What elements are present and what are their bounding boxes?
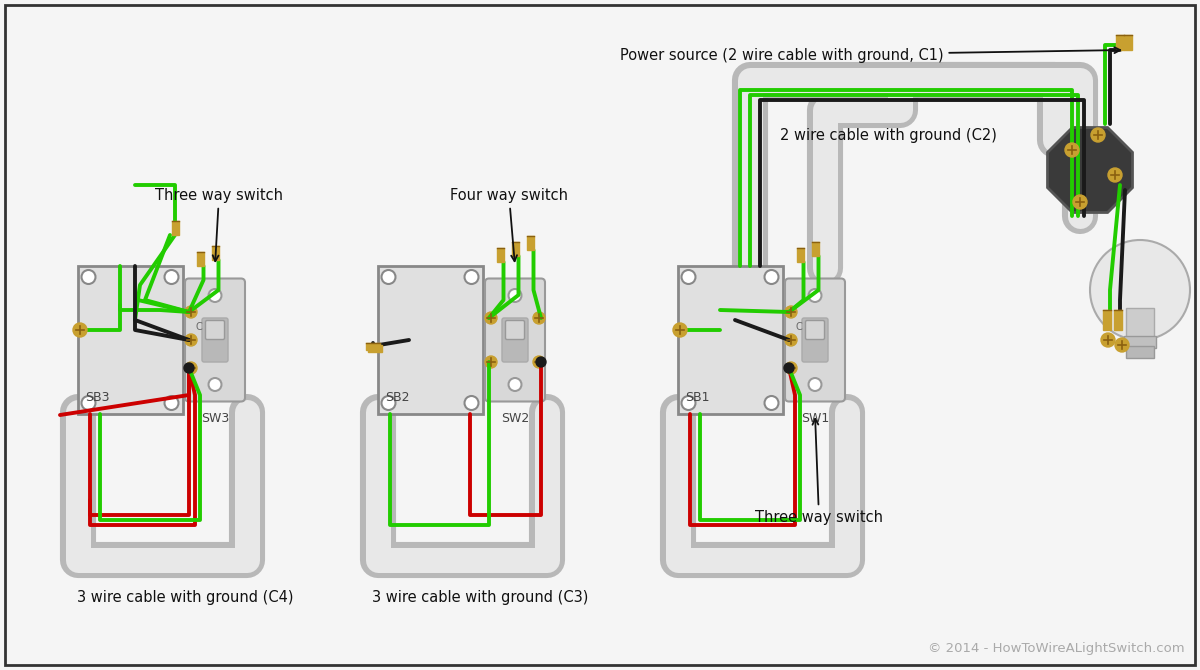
Circle shape: [809, 378, 822, 391]
Text: Four way switch: Four way switch: [450, 188, 568, 261]
Circle shape: [485, 356, 497, 368]
Circle shape: [464, 396, 479, 410]
FancyBboxPatch shape: [505, 320, 524, 340]
Bar: [811, 242, 818, 256]
Bar: [797, 248, 804, 262]
Bar: [378, 266, 482, 414]
Polygon shape: [1048, 127, 1133, 212]
Circle shape: [164, 396, 179, 410]
Text: Power source (2 wire cable with ground, C1): Power source (2 wire cable with ground, …: [620, 48, 1121, 63]
FancyBboxPatch shape: [805, 320, 824, 340]
Circle shape: [764, 396, 779, 410]
Text: 2 wire cable with ground (C2): 2 wire cable with ground (C2): [780, 128, 997, 143]
Circle shape: [682, 396, 696, 410]
Bar: [197, 252, 204, 266]
Circle shape: [809, 289, 822, 302]
Bar: [1124, 336, 1156, 348]
FancyBboxPatch shape: [205, 320, 224, 340]
Bar: [1126, 308, 1154, 338]
Circle shape: [185, 306, 197, 318]
FancyBboxPatch shape: [785, 279, 845, 401]
FancyBboxPatch shape: [485, 279, 545, 401]
Circle shape: [1073, 195, 1087, 209]
Circle shape: [185, 334, 197, 346]
Circle shape: [73, 323, 88, 337]
Circle shape: [382, 270, 396, 284]
Bar: [366, 343, 380, 350]
Text: SB1: SB1: [685, 391, 710, 404]
Circle shape: [209, 378, 222, 391]
Text: SB3: SB3: [85, 391, 110, 404]
Text: 3 wire cable with ground (C3): 3 wire cable with ground (C3): [372, 590, 588, 605]
Circle shape: [785, 362, 797, 374]
Circle shape: [673, 323, 686, 337]
Bar: [368, 345, 382, 352]
Text: © 2014 - HowToWireALightSwitch.com: © 2014 - HowToWireALightSwitch.com: [929, 642, 1186, 655]
FancyBboxPatch shape: [502, 318, 528, 362]
Circle shape: [464, 270, 479, 284]
Circle shape: [1090, 240, 1190, 340]
Circle shape: [485, 312, 497, 324]
Circle shape: [185, 362, 197, 374]
FancyBboxPatch shape: [802, 318, 828, 362]
Text: SB2: SB2: [385, 391, 410, 404]
Circle shape: [533, 312, 545, 324]
Bar: [1114, 310, 1122, 330]
Text: SW2: SW2: [500, 412, 529, 425]
Text: Three way switch: Three way switch: [155, 188, 283, 261]
Circle shape: [509, 289, 522, 302]
Text: 3 wire cable with ground (C4): 3 wire cable with ground (C4): [77, 590, 293, 605]
Text: C: C: [796, 322, 803, 332]
Bar: [1103, 310, 1111, 330]
Text: SW1: SW1: [800, 412, 829, 425]
Bar: [211, 246, 218, 260]
Circle shape: [785, 306, 797, 318]
Circle shape: [764, 270, 779, 284]
Circle shape: [1091, 128, 1105, 142]
Circle shape: [1108, 168, 1122, 182]
Circle shape: [1066, 143, 1079, 157]
Circle shape: [682, 270, 696, 284]
Circle shape: [1115, 338, 1129, 352]
Bar: [1126, 346, 1154, 358]
Circle shape: [82, 270, 96, 284]
Text: SW3: SW3: [200, 412, 229, 425]
Circle shape: [209, 289, 222, 302]
Bar: [1116, 35, 1124, 50]
Circle shape: [184, 363, 194, 373]
Bar: [511, 242, 518, 256]
Circle shape: [785, 334, 797, 346]
Text: C: C: [196, 322, 203, 332]
Bar: [172, 221, 179, 235]
FancyBboxPatch shape: [202, 318, 228, 362]
Bar: [678, 266, 782, 414]
Circle shape: [164, 270, 179, 284]
Bar: [78, 266, 182, 414]
Text: Three way switch: Three way switch: [755, 419, 883, 525]
Circle shape: [536, 357, 546, 367]
Bar: [527, 236, 534, 250]
Circle shape: [509, 378, 522, 391]
Circle shape: [382, 396, 396, 410]
FancyBboxPatch shape: [185, 279, 245, 401]
Bar: [1124, 35, 1132, 50]
Circle shape: [1102, 333, 1115, 347]
Circle shape: [784, 363, 794, 373]
Circle shape: [533, 356, 545, 368]
Bar: [497, 248, 504, 262]
Circle shape: [82, 396, 96, 410]
